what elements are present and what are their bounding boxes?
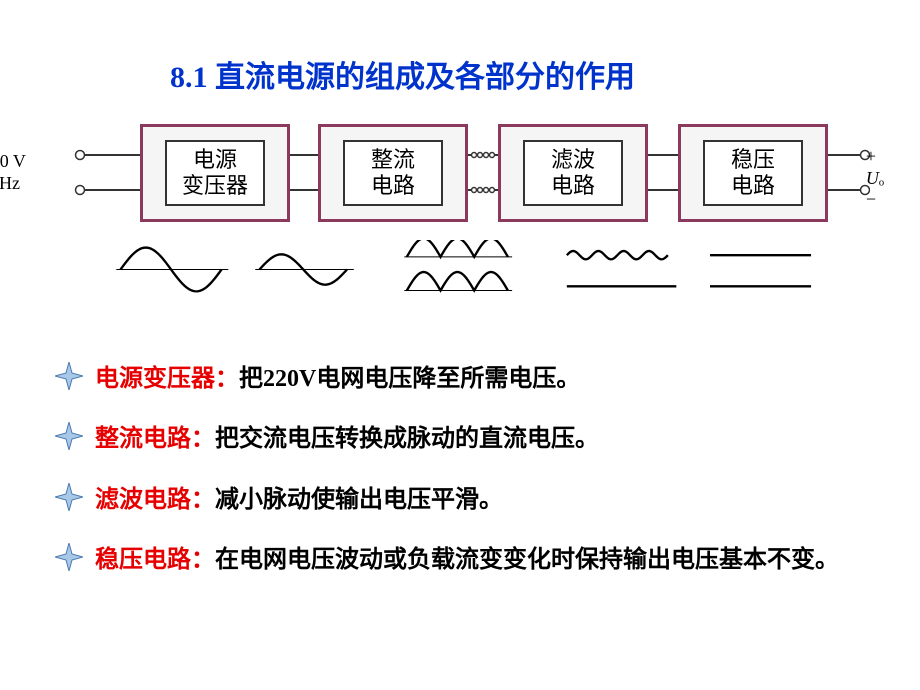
star-icon [55,422,83,450]
block-inner-3: 稳压电路 [703,140,803,206]
bullet-row: 滤波电路：减小脉动使输出电压平滑。 [55,481,865,519]
star-icon [55,543,83,571]
bullet-label: 整流电路： [95,426,215,452]
block-0: 电源变压器 [140,124,290,222]
bullet-row: 整流电路：把交流电压转换成脉动的直流电压。 [55,420,865,458]
bullet-list: 电源变压器：把220V电网电压降至所需电压。 整流电路：把交流电压转换成脉动的直… [55,360,865,602]
block-line2: 电路 [371,173,415,199]
bullet-desc: 减小脉动使输出电压平滑。 [215,487,503,513]
bullet-label: 滤波电路： [95,487,215,513]
bullet-label: 稳压电路： [95,547,215,573]
bullet-row: 电源变压器：把220V电网电压降至所需电压。 [55,360,865,398]
block-inner-1: 整流电路 [343,140,443,206]
output-voltage-label: +Uₒ− [866,146,884,211]
bullet-text: 滤波电路：减小脉动使输出电压平滑。 [95,481,503,519]
block-line1: 滤波 [551,147,595,173]
bullet-desc: 在电网电压波动或负载流变变化时保持输出电压基本不变。 [215,547,839,573]
block-line1: 整流 [371,147,415,173]
star-icon [55,362,83,390]
block-2: 滤波电路 [498,124,648,222]
bullet-desc: 把交流电压转换成脉动的直流电压。 [215,426,599,452]
block-line1: 电源 [193,147,237,173]
block-1: 整流电路 [318,124,468,222]
waveforms-row [55,240,885,320]
block-line2: 电路 [551,173,595,199]
star-icon [55,483,83,511]
block-line2: 电路 [731,173,775,199]
bullet-label: 电源变压器： [95,366,239,392]
bullet-text: 整流电路：把交流电压转换成脉动的直流电压。 [95,420,599,458]
bullet-text: 电源变压器：把220V电网电压降至所需电压。 [95,360,580,398]
block-inner-0: 电源变压器 [165,140,265,206]
bullet-text: 稳压电路：在电网电压波动或负载流变变化时保持输出电压基本不变。 [95,541,839,579]
block-line2: 变压器 [182,173,248,199]
block-inner-2: 滤波电路 [523,140,623,206]
input-voltage-label: ~220 V 50 Hz [0,151,26,194]
block-line1: 稳压 [731,147,775,173]
section-title: 8.1 直流电源的组成及各部分的作用 [170,52,635,96]
block-3: 稳压电路 [678,124,828,222]
bullet-row: 稳压电路：在电网电压波动或负载流变变化时保持输出电压基本不变。 [55,541,865,579]
bullet-desc: 把220V电网电压降至所需电压。 [239,366,580,392]
